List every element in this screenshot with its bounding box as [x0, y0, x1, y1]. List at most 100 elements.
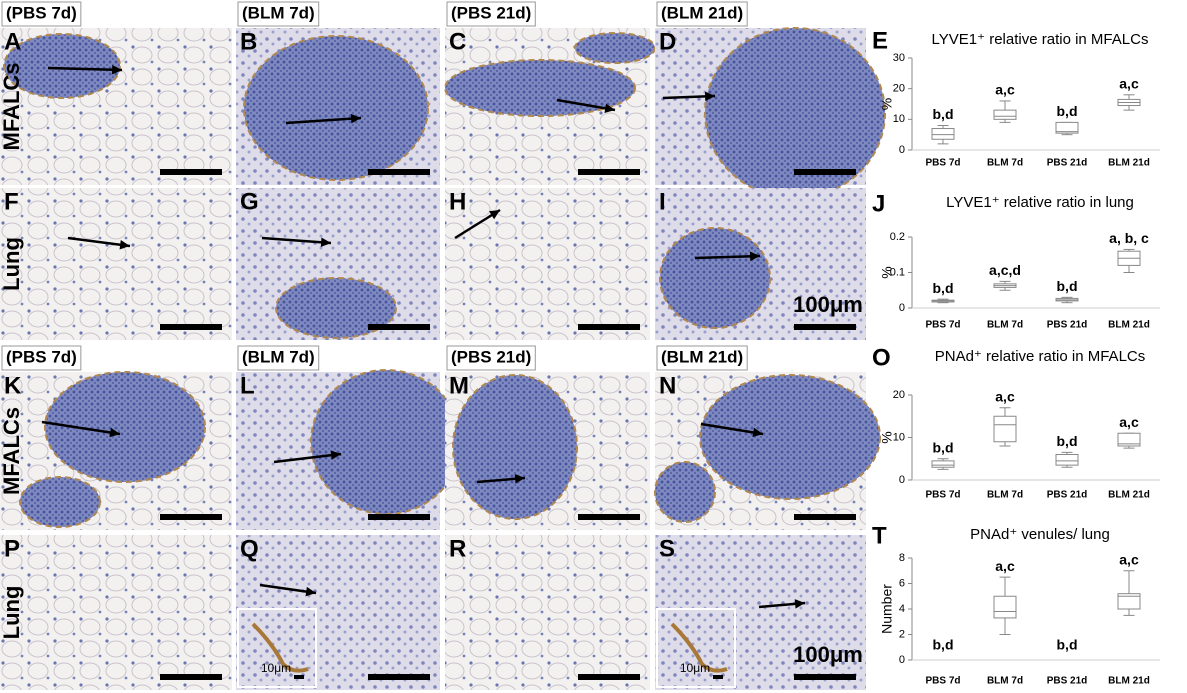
micrograph: B [236, 28, 440, 185]
significance-label: a,c [1119, 414, 1139, 430]
arrow-head [604, 103, 615, 114]
arrow-head [109, 427, 120, 438]
box [1117, 432, 1141, 447]
micrograph: M [445, 372, 650, 530]
column-label-box [446, 1, 536, 27]
panel-letter: K [4, 372, 22, 399]
panel-letter: P [4, 535, 20, 562]
y-tick-label: 20 [893, 83, 905, 95]
y-tick-label: 20 [893, 389, 905, 401]
scale-bar [368, 324, 430, 330]
x-tick-label: BLM 7d [987, 490, 1023, 501]
panel-letter: N [659, 372, 676, 399]
y-tick-label: 0.1 [890, 266, 905, 278]
y-tick-label: 8 [899, 552, 905, 564]
chart-title: LYVE1⁺ relative ratio in MFALCs [932, 31, 1149, 48]
significance-label: b,d [1057, 433, 1078, 449]
panel-letter: G [240, 188, 259, 215]
significance-label: b,d [933, 637, 954, 653]
micrograph: F [0, 188, 232, 340]
lymphoid-cluster [3, 33, 121, 99]
y-axis-label: % [879, 266, 895, 278]
y-tick-label: 0 [899, 474, 905, 486]
scale-bar [794, 169, 856, 175]
arrow-head [514, 474, 525, 484]
arrow [273, 452, 342, 464]
y-tick-label: 10 [893, 431, 905, 443]
panel-letter: H [449, 188, 466, 215]
column-label: (PBS 7d) [6, 347, 77, 366]
chart-title: PNAd⁺ venules/ lung [970, 526, 1110, 543]
micrograph-image [0, 535, 232, 690]
arrow-head [330, 450, 341, 460]
x-tick-label: BLM 7d [987, 158, 1023, 169]
arrow [41, 420, 121, 436]
arrow-head [704, 91, 715, 102]
arrow-head [752, 427, 763, 438]
x-tick-label: BLM 7d [987, 676, 1023, 687]
arrow-head [350, 113, 361, 124]
box [1055, 454, 1079, 466]
lymphoid-cluster [699, 374, 881, 500]
lymphoid-cluster [310, 369, 462, 515]
scale-bar [160, 674, 222, 680]
scale-label: 100μm [793, 292, 863, 317]
x-tick-label: BLM 21d [1108, 320, 1150, 331]
y-axis-label: % [879, 98, 895, 110]
column-label: (PBS 21d) [451, 347, 531, 366]
inset-vessel [670, 622, 728, 673]
x-tick-label: PBS 7d [925, 490, 960, 501]
inset-scale-bar [713, 675, 723, 679]
x-tick-label: BLM 7d [987, 320, 1023, 331]
panel-letter: I [659, 188, 666, 215]
panel-letter: R [449, 535, 466, 562]
micrograph: H [445, 188, 650, 340]
lymphoid-cluster [243, 35, 429, 181]
arrow [67, 236, 131, 248]
micrograph-image [445, 188, 650, 340]
scale-bar [578, 169, 640, 175]
x-tick-label: PBS 21d [1047, 320, 1088, 331]
scale-label: 100μm [793, 642, 863, 667]
arrow [285, 116, 362, 125]
arrow [47, 66, 123, 72]
scale-bar [160, 514, 222, 520]
column-label-box [237, 1, 320, 27]
panel-letter: D [659, 28, 676, 55]
micrograph: P [0, 535, 232, 690]
micrograph-image [445, 535, 650, 690]
significance-label: b,d [1057, 278, 1078, 294]
panel-letter: E [872, 27, 888, 54]
significance-label: b,d [1057, 103, 1078, 119]
y-axis-label: % [879, 431, 895, 443]
scale-bar [160, 324, 222, 330]
y-tick-label: 30 [893, 52, 905, 64]
panel-letter: T [872, 522, 887, 549]
micrograph-image [0, 188, 232, 340]
lymphoid-cluster [574, 32, 656, 64]
inset-scale-label: 10μm [680, 661, 710, 675]
panel-letter: O [872, 344, 891, 371]
chart-title: LYVE1⁺ relative ratio in lung [946, 194, 1134, 211]
y-tick-label: 0 [899, 654, 905, 666]
scale-bar [578, 674, 640, 680]
lymphoid-cluster [19, 476, 101, 528]
panel-letter: M [449, 372, 469, 399]
column-label: (PBS 21d) [451, 3, 531, 22]
x-tick-label: BLM 21d [1108, 490, 1150, 501]
column-label-box [656, 1, 748, 27]
arrow-head [111, 64, 122, 75]
micrograph: I 100μm [655, 188, 866, 340]
box [993, 109, 1017, 120]
panel-letter: F [4, 188, 19, 215]
y-tick-label: 0 [899, 144, 905, 156]
panel-letter: Q [240, 535, 259, 562]
micrograph: A [0, 28, 232, 185]
inset [237, 608, 317, 688]
y-tick-label: 0 [899, 302, 905, 314]
column-label-box [1, 345, 82, 371]
lymphoid-cluster [654, 461, 716, 523]
box [993, 595, 1017, 619]
micrograph: G [236, 188, 440, 340]
